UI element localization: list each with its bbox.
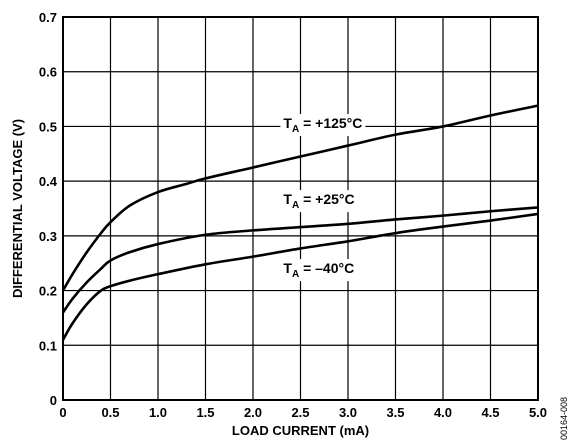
y-tick-label: 0.4	[39, 174, 58, 189]
x-tick-label: 5.0	[529, 405, 547, 420]
y-tick-label: 0.6	[39, 65, 57, 80]
x-tick-label: 4.5	[481, 405, 499, 420]
x-axis-title: LOAD CURRENT (mA)	[232, 423, 369, 438]
plot-frame	[62, 16, 539, 401]
y-tick-label: 0.3	[39, 229, 57, 244]
series-lines	[61, 104, 539, 341]
y-tick-label: 0	[50, 393, 57, 408]
y-tick-label: 0.7	[39, 10, 57, 25]
series-line-minus40c	[61, 212, 539, 341]
y-tick-label: 0.2	[39, 284, 57, 299]
y-tick-label: 0.1	[39, 338, 57, 353]
series-label-background	[280, 259, 358, 282]
series-label-25c: TA = +25°C	[283, 191, 354, 211]
y-axis-title: DIFFERENTIAL VOLTAGE (V)	[10, 119, 25, 298]
series-line-125c	[61, 104, 539, 292]
x-tick-label: 2.5	[291, 405, 309, 420]
x-tick-label: 1.5	[196, 405, 214, 420]
x-tick-label: 3.5	[386, 405, 404, 420]
x-tick-label: 0.5	[101, 405, 119, 420]
x-tick-labels: 0 0.5 1.0 1.5 2.0 2.5 3.0 3.5 4.0 4.5 5.0	[59, 405, 547, 420]
x-tick-label: 4.0	[434, 405, 452, 420]
x-tick-label: 3.0	[339, 405, 357, 420]
y-tick-labels: 0 0.1 0.2 0.3 0.4 0.5 0.6 0.7	[39, 10, 58, 408]
x-tick-label: 1.0	[149, 405, 167, 420]
series-line-25c	[61, 206, 539, 314]
x-tick-label: 2.0	[244, 405, 262, 420]
series-label-125c: TA = +125°C	[283, 115, 362, 135]
series-label-background	[280, 190, 358, 213]
series-labels: TA = +125°C TA = +25°C TA = –40°C	[280, 114, 366, 282]
y-tick-label: 0.5	[39, 119, 57, 134]
x-tick-label: 0	[59, 405, 66, 420]
figure-code: 00164-008	[559, 397, 569, 440]
series-label-minus40c: TA = –40°C	[283, 260, 354, 280]
series-label-background	[280, 114, 366, 137]
